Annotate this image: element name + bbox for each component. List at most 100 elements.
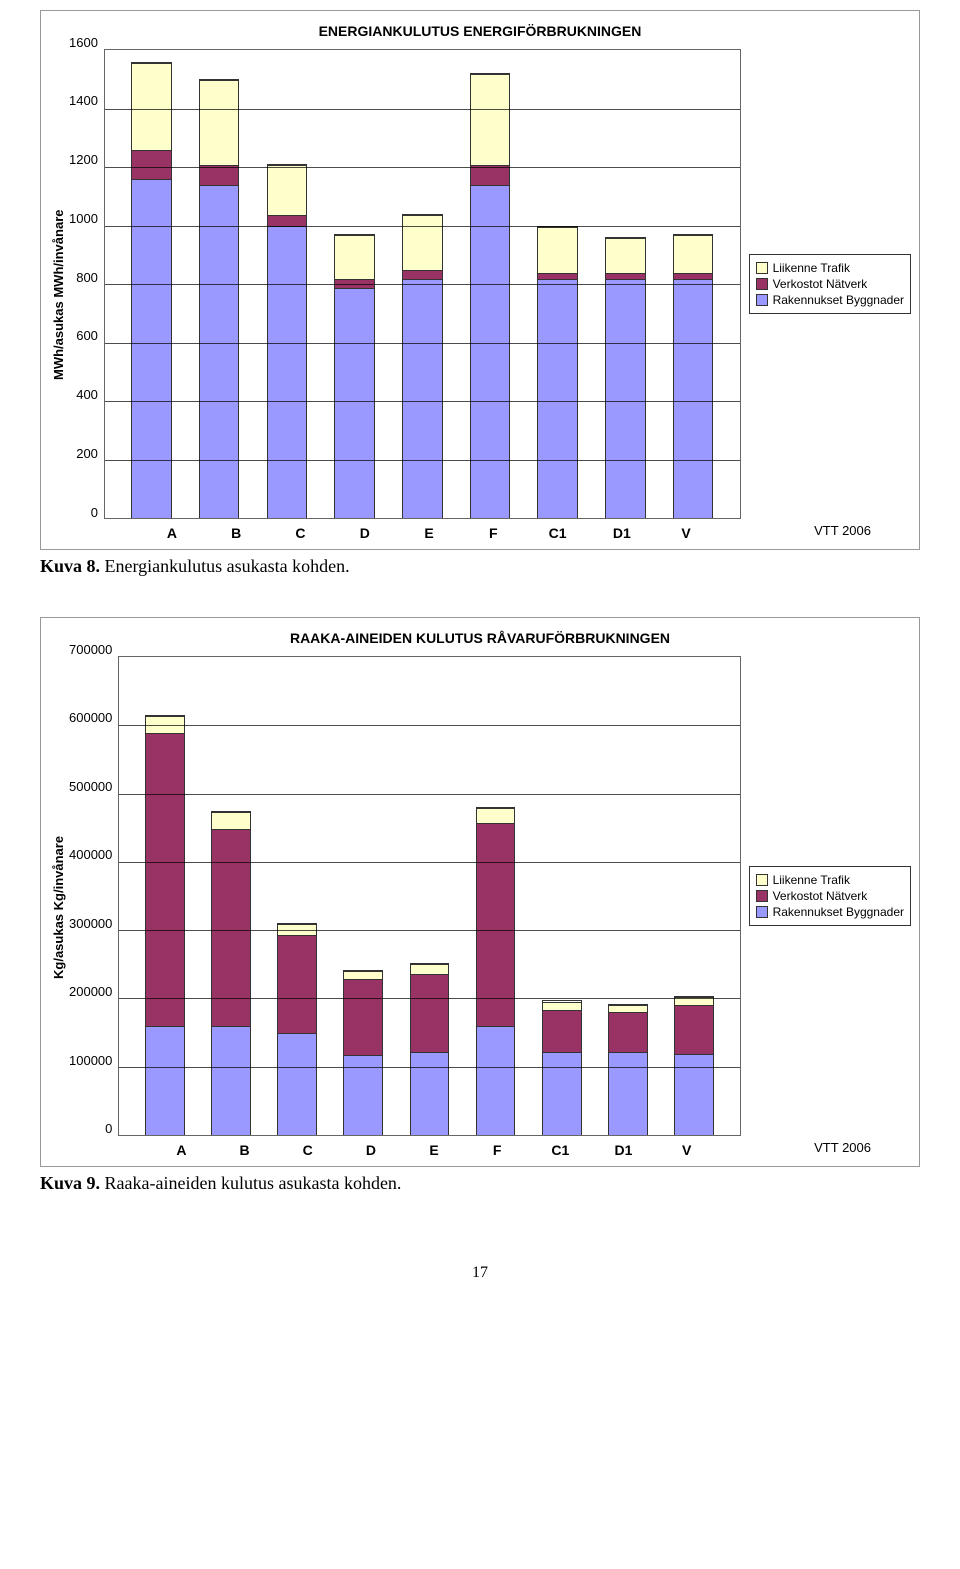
bar-col (132, 657, 198, 1135)
chart2-main: 7000006000005000004000003000002000001000… (69, 656, 911, 1158)
x-label: C1 (525, 525, 589, 541)
bar (673, 234, 714, 518)
bar (334, 234, 375, 518)
bar-segment-liikenne (471, 74, 510, 164)
gridline (119, 862, 739, 863)
bar-segment-rakennukset (477, 1026, 515, 1135)
legend-swatch (756, 278, 768, 290)
legend-item: Liikenne Trafik (756, 261, 904, 275)
legend-label: Liikenne Trafik (773, 261, 850, 275)
bar-segment-verkostot (675, 1005, 713, 1054)
bar-col (463, 657, 529, 1135)
page-number: 17 (40, 1264, 920, 1282)
chart2-legend: Liikenne Trafik Verkostot Nätverk Rakennuk… (749, 866, 911, 926)
gridline (119, 930, 739, 931)
x-label: B (204, 525, 268, 541)
chart1-box: ENERGIANKULUTUS ENERGIFÖRBRUKNINGEN MWh/… (40, 10, 920, 550)
x-label: C1 (529, 1142, 592, 1158)
gridline (105, 401, 740, 402)
x-label: V (655, 1142, 718, 1158)
bar-segment-rakennukset (403, 279, 442, 518)
gridline (105, 226, 740, 227)
bar-segment-liikenne (212, 812, 250, 829)
chart1-xlabels: ABCDEFC1D1V (123, 519, 735, 541)
legend-item: Rakennukset Byggnader (756, 293, 904, 307)
bar-segment-liikenne (477, 808, 515, 823)
gridline (119, 1067, 739, 1068)
gridline (105, 109, 740, 110)
bar-col (661, 657, 727, 1135)
chart2-below: ABCDEFC1D1V VTT 2006 (69, 1136, 911, 1158)
chart2-ylabel: Kg/asukas Kg/invånare (49, 656, 69, 1158)
bar (267, 164, 308, 518)
bar-col (595, 657, 661, 1135)
chart1-caption: Kuva 8. Energiankulutus asukasta kohden. (40, 556, 920, 577)
gridline (119, 725, 739, 726)
bar-segment-verkostot (344, 979, 382, 1055)
bar-segment-liikenne (543, 1002, 581, 1010)
bar-segment-rakennukset (543, 1052, 581, 1135)
bar-segment-rakennukset (411, 1052, 449, 1135)
bar-segment-rakennukset (278, 1033, 316, 1135)
chart1-caption-prefix: Kuva 8. (40, 556, 100, 576)
bar-segment-rakennukset (200, 185, 239, 518)
chart1-caption-rest: Energiankulutus asukasta kohden. (100, 556, 350, 576)
chart1-plot-row: 16001400120010008006004002000 Liikenne T… (69, 49, 911, 519)
x-label: V (654, 525, 718, 541)
chart1-legend: Liikenne Trafik Verkostot Nätverk Rakennuk… (749, 254, 911, 314)
legend-item: Liikenne Trafik (756, 873, 904, 887)
chart2-caption-rest: Raaka-aineiden kulutus asukasta kohden. (100, 1173, 401, 1193)
bar (476, 807, 516, 1135)
x-label: D (339, 1142, 402, 1158)
bar (131, 62, 172, 518)
chart2-plot-area (118, 656, 740, 1136)
bar-segment-liikenne (609, 1005, 647, 1012)
chart1-plot-area (104, 49, 741, 519)
bar (343, 970, 383, 1135)
chart1-title: ENERGIANKULUTUS ENERGIFÖRBRUKNINGEN (49, 23, 911, 39)
bar-segment-liikenne (538, 227, 577, 274)
legend-swatch (756, 262, 768, 274)
bar (542, 1000, 582, 1135)
legend-label: Liikenne Trafik (773, 873, 850, 887)
legend-label: Rakennukset Byggnader (773, 905, 904, 919)
bar (608, 1004, 648, 1135)
bar-segment-verkostot (477, 823, 515, 1026)
bar-segment-liikenne (132, 63, 171, 151)
legend-item: Verkostot Nätverk (756, 889, 904, 903)
gridline (105, 460, 740, 461)
bar-col (396, 657, 462, 1135)
x-label: F (461, 525, 525, 541)
legend-swatch (756, 890, 768, 902)
bar-segment-verkostot (212, 829, 250, 1026)
bar-segment-verkostot (609, 1012, 647, 1053)
bar-segment-liikenne (411, 964, 449, 974)
x-label: D1 (592, 1142, 655, 1158)
bar-segment-verkostot (411, 974, 449, 1052)
bar-segment-liikenne (200, 80, 239, 165)
bar-segment-verkostot (146, 733, 184, 1026)
bar-segment-rakennukset (609, 1052, 647, 1135)
bar-segment-rakennukset (212, 1026, 250, 1135)
legend-item: Verkostot Nätverk (756, 277, 904, 291)
x-label: C (276, 1142, 339, 1158)
bar-col (198, 657, 264, 1135)
chart2-yticks: 7000006000005000004000003000002000001000… (69, 656, 118, 1136)
gridline (105, 167, 740, 168)
legend-item: Rakennukset Byggnader (756, 905, 904, 919)
legend-swatch (756, 294, 768, 306)
x-label: A (140, 525, 204, 541)
bar-segment-liikenne (403, 215, 442, 270)
chart1-yticks: 16001400120010008006004002000 (69, 49, 104, 519)
x-label: A (150, 1142, 213, 1158)
bar (199, 79, 240, 518)
chart2-title: RAAKA-AINEIDEN KULUTUS RÅVARUFÖRBRUKNING… (49, 630, 911, 646)
bar (410, 963, 450, 1135)
bar (470, 73, 511, 518)
bar-segment-rakennukset (132, 179, 171, 518)
x-label: F (466, 1142, 529, 1158)
chart2-caption-prefix: Kuva 9. (40, 1173, 100, 1193)
x-label: D (333, 525, 397, 541)
bar-segment-liikenne (606, 238, 645, 273)
bar-col (264, 657, 330, 1135)
